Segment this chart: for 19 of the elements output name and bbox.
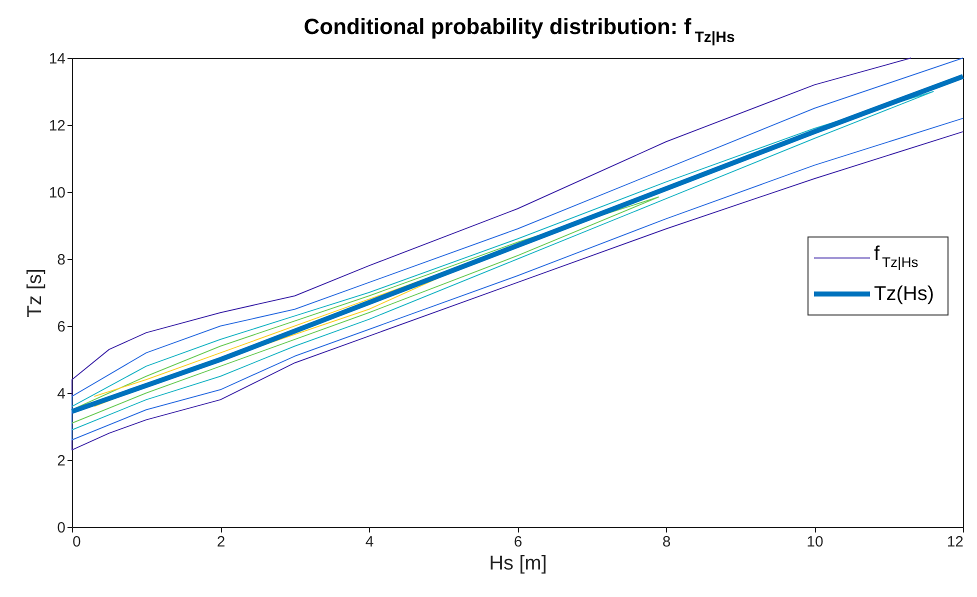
y-tick-label: 4 <box>57 386 66 402</box>
y-tick-label: 2 <box>57 452 66 470</box>
x-axis-title: Hs [m] <box>489 552 547 574</box>
legend-label: Tz(Hs) <box>874 283 934 305</box>
x-tick-label: 8 <box>662 534 671 550</box>
y-tick-label: 0 <box>57 520 66 536</box>
x-tick-label: 6 <box>514 534 522 550</box>
x-tick-label: 4 <box>365 534 374 550</box>
y-tick-label: 6 <box>57 318 66 336</box>
x-tick-label: 2 <box>216 534 226 550</box>
x-tick-label: 0 <box>72 534 81 550</box>
line-series <box>72 196 660 424</box>
x-tick-label: 10 <box>806 534 824 550</box>
x-tick-label: 12 <box>946 534 964 550</box>
y-tick-label: 8 <box>57 252 66 268</box>
y-tick-label: 12 <box>48 118 66 134</box>
y-tick-label: 10 <box>48 184 66 202</box>
y-tick-label: 14 <box>48 50 66 68</box>
y-axis-title: Tz [s] <box>24 268 46 318</box>
